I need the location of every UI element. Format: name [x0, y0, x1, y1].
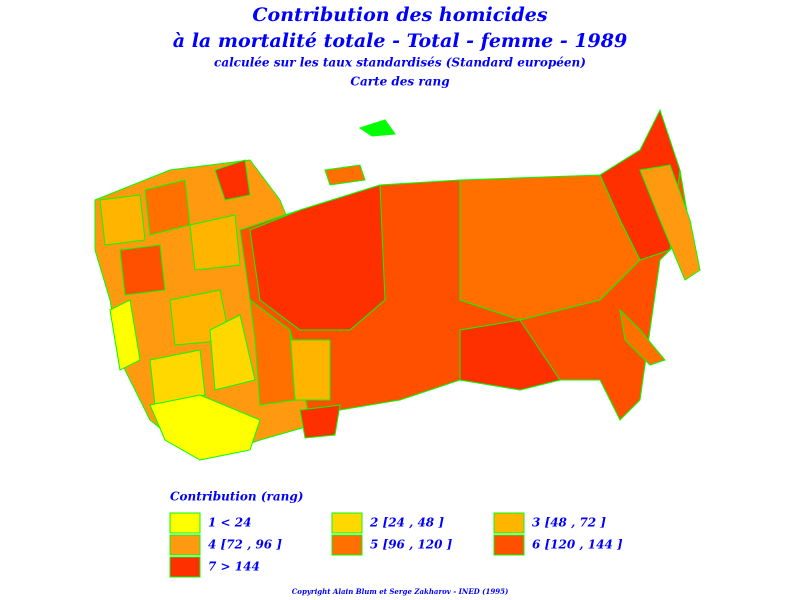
region [149, 394, 261, 461]
region [99, 194, 146, 246]
legend-label: 3 [48 , 72 ] [532, 516, 606, 530]
region [619, 308, 666, 366]
legend-swatch [493, 512, 525, 534]
legend-swatch [331, 512, 363, 534]
copyright: Copyright Alain Blum et Serge Zakharov -… [292, 587, 509, 596]
title: à la mortalité totale - Total - femme - … [173, 30, 627, 52]
region [189, 214, 241, 271]
legend-swatch [169, 512, 201, 534]
legend-label: 7 > 144 [208, 560, 260, 574]
region [299, 404, 341, 439]
region [144, 179, 191, 236]
region [249, 298, 296, 406]
region [459, 319, 561, 391]
legend-title: Contribution (rang) [170, 490, 303, 504]
map [94, 108, 701, 461]
region [249, 184, 386, 331]
island [358, 119, 396, 137]
legend-label: 1 < 24 [208, 516, 251, 530]
title: Contribution des homicides [252, 4, 547, 26]
legend-swatch [331, 534, 363, 556]
region [109, 299, 141, 371]
region [214, 159, 251, 201]
region [119, 244, 166, 296]
region [209, 314, 256, 391]
legend-label: 2 [24 , 48 ] [369, 516, 444, 530]
region [149, 349, 206, 406]
subtitle: Carte des rang [350, 75, 449, 89]
legend-swatch [169, 556, 201, 578]
region [459, 174, 641, 321]
region [289, 339, 331, 401]
legend-label: 6 [120 , 144 ] [532, 538, 623, 552]
region [324, 164, 366, 186]
region [639, 164, 701, 281]
legend-swatch [169, 534, 201, 556]
subtitle: calculée sur les taux standardisés (Stan… [214, 56, 586, 70]
legend-label: 5 [96 , 120 ] [370, 538, 453, 552]
legend-swatch [493, 534, 525, 556]
legend-label: 4 [72 , 96 ] [208, 538, 282, 552]
